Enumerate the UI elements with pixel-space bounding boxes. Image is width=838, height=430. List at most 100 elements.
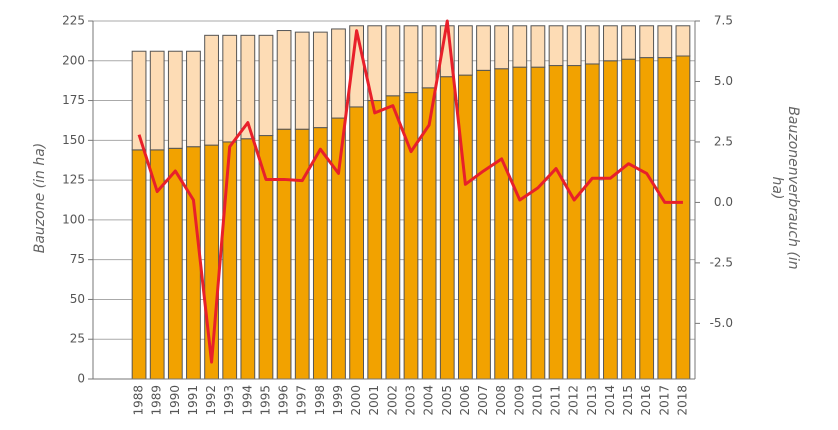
y2-tick-label: 0.0 [714, 195, 733, 209]
bar-segment [167, 50, 183, 149]
bar-segment [131, 149, 147, 380]
bar-segment [204, 34, 219, 146]
bar-segment [312, 127, 328, 380]
x-tick-label: 2012 [567, 385, 581, 416]
line [137, 19, 683, 364]
y-tick-label: 0 [77, 372, 85, 386]
bar-segment [439, 76, 455, 380]
bar-segment [675, 55, 691, 380]
x-tick-label: 2006 [458, 385, 472, 416]
y-tick-label: 200 [62, 53, 85, 67]
bar-segment [494, 25, 510, 70]
bar-segment [457, 74, 473, 380]
foreground: 0 25 50 75 100 125 150 175 200 225 7.5 5.0 2.5 0.0 -2.… [62, 14, 733, 416]
x-tick-label: 1992 [204, 385, 218, 416]
bar-segment [149, 50, 165, 151]
bar-segment [167, 147, 183, 380]
bar-segment [240, 138, 256, 380]
bar-segment [385, 25, 401, 97]
y-tick-label: 175 [62, 93, 85, 107]
bar-segment [367, 100, 383, 380]
x-tick-label: 2014 [603, 385, 617, 416]
bar-segment [639, 25, 655, 59]
bar-segment [367, 25, 383, 102]
x-tick-label: 1994 [240, 385, 254, 416]
x-tick-label: 1989 [150, 385, 164, 416]
y-tick-label: 75 [70, 252, 85, 266]
x-tick-label: 1996 [277, 385, 291, 416]
x-tick-label: 1998 [313, 385, 327, 416]
y2-axis-label: Bauzonenverbrauch (in ha) [769, 106, 801, 270]
bar-segment [331, 28, 346, 119]
bar-segment [566, 65, 582, 380]
bar-segment [312, 31, 328, 129]
bar-segment [621, 58, 636, 380]
x-tick-label: 1990 [168, 385, 182, 416]
bar-segment [186, 50, 201, 148]
x-tick-label: 2008 [494, 385, 508, 416]
bar-segment [186, 146, 201, 380]
bar-segment [584, 63, 600, 380]
y-tick-label: 125 [62, 173, 85, 187]
bar-segment [276, 30, 292, 130]
bar-segment [584, 25, 600, 65]
bar-segment [675, 25, 691, 57]
bar-segment [548, 25, 564, 67]
x-tick-label: 2018 [675, 385, 689, 416]
y-tick-label: 150 [62, 133, 85, 147]
bar-segment [385, 95, 401, 380]
y2-tick-label: 5.0 [714, 74, 733, 88]
x-tick-label: 1988 [132, 385, 146, 416]
x-tick-label: 2017 [657, 385, 671, 416]
x-tick-label: 2007 [476, 385, 490, 416]
bar-segment [131, 50, 147, 151]
bar-segment [657, 25, 673, 59]
y2-tick-label: 7.5 [714, 14, 733, 28]
bar-segment [222, 141, 238, 380]
bar-segment [421, 25, 437, 89]
y-tick-label: 225 [62, 14, 85, 28]
x-tick-label: 2016 [639, 385, 653, 416]
x-tick-label: 1991 [186, 385, 200, 416]
x-tick-label: 2015 [621, 385, 635, 416]
bar-segment [258, 34, 274, 137]
bar-segment [512, 25, 528, 68]
bar-segment [657, 57, 673, 380]
bar-segment [476, 69, 491, 380]
x-tick-label: 2000 [349, 385, 363, 416]
bar-segment [512, 66, 528, 380]
bar-segment [639, 57, 655, 380]
y-tick-label: 25 [70, 332, 85, 346]
x-tick-label: 2013 [585, 385, 599, 416]
bar-segment [603, 60, 618, 380]
x-tick-label: 2009 [512, 385, 526, 416]
bar-segment [403, 25, 419, 94]
bar-segment [222, 34, 238, 143]
bar-segment [530, 25, 546, 68]
bar-segment [240, 34, 256, 140]
x-tick-label: 2002 [385, 385, 399, 416]
y2-tick-label: -2.5 [710, 255, 733, 269]
bar-segment [294, 128, 310, 380]
x-tick-label: 1999 [331, 385, 345, 416]
x-tick-label: 1997 [295, 385, 309, 416]
bar-segment [276, 128, 292, 380]
y-tick-label: 50 [70, 292, 85, 306]
bar-segment [530, 66, 546, 380]
bar-segment [294, 31, 310, 130]
bar-segment [457, 25, 473, 76]
x-tick-label: 2010 [530, 385, 544, 416]
bar-segment [258, 135, 274, 380]
x-tick-label: 2011 [549, 385, 563, 416]
bar-segment [621, 25, 636, 60]
bar-segment [494, 68, 510, 380]
x-tick-label: 2001 [367, 385, 381, 416]
bar-segment [476, 25, 491, 71]
bar-segment [603, 25, 618, 62]
y-axis-label: Bauzone (in ha) [32, 142, 48, 254]
x-tick-label: 2005 [440, 385, 454, 416]
bars [131, 25, 691, 380]
x-tick-label: 2004 [422, 385, 436, 416]
